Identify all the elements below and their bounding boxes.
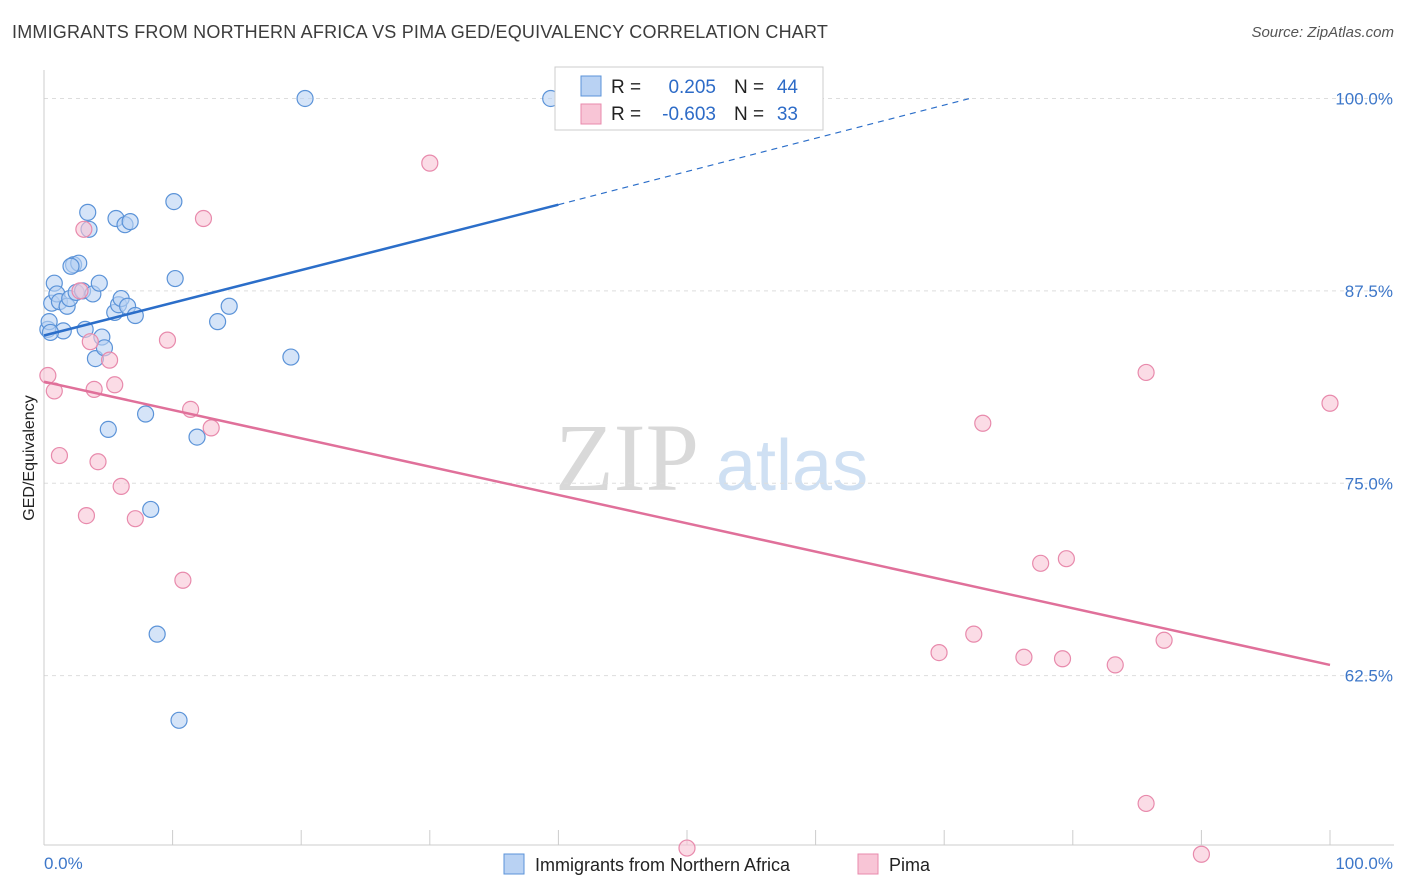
pima-point-24 xyxy=(1032,554,1050,572)
immigrants-point-40 xyxy=(296,89,314,108)
pima-point-10 xyxy=(106,376,124,394)
trend-line-immigrants xyxy=(43,203,559,337)
immigrants-point-30 xyxy=(136,405,155,423)
legend-swatch-blue xyxy=(580,75,602,97)
bottom-legend: Immigrants from Northern Africa Pima xyxy=(503,853,931,875)
pima-point-20 xyxy=(930,643,948,662)
watermark-zip: ZIP xyxy=(555,404,699,511)
pima-point-32 xyxy=(1321,394,1339,412)
trend-line-pima xyxy=(43,380,1331,667)
bottom-legend-swatch-pink xyxy=(857,853,879,875)
pima-point-21 xyxy=(965,625,983,643)
trend-line-immigrants-extension xyxy=(558,97,971,206)
immigrants-point-32 xyxy=(148,625,166,643)
watermark-atlas: atlas xyxy=(716,426,868,506)
immigrants-point-39 xyxy=(282,348,300,366)
pima-point-0 xyxy=(39,366,57,385)
pima-point-17 xyxy=(202,419,220,437)
series-immigrants-points xyxy=(39,89,560,729)
legend-r-label-2: R = xyxy=(611,104,641,125)
series-pima-points xyxy=(39,154,1339,863)
legend-r-value-2: -0.603 xyxy=(662,104,716,125)
immigrants-point-35 xyxy=(170,711,188,729)
legend-n-value-1: 44 xyxy=(777,77,799,98)
x-tick-label-min: 0.0% xyxy=(44,854,83,873)
legend-n-value-2: 33 xyxy=(777,104,798,125)
pima-point-14 xyxy=(174,571,192,589)
x-tick-label-max: 100.0% xyxy=(1335,854,1393,873)
immigrants-point-14 xyxy=(79,203,97,221)
gridlines xyxy=(44,97,1394,677)
pima-point-13 xyxy=(158,331,177,349)
immigrants-point-38 xyxy=(220,297,238,315)
pima-point-25 xyxy=(1053,650,1072,668)
pima-point-3 xyxy=(71,282,89,300)
immigrants-point-18 xyxy=(90,274,108,292)
legend-r-label-1: R = xyxy=(611,77,641,98)
y-tick-label-3: 62.5% xyxy=(1345,667,1393,686)
pima-point-27 xyxy=(1106,656,1124,674)
pima-point-30 xyxy=(1155,631,1173,649)
y-tick-label-0: 100.0% xyxy=(1335,89,1393,108)
pima-point-18 xyxy=(421,154,439,172)
pima-point-8 xyxy=(89,453,107,471)
pima-point-22 xyxy=(974,414,992,432)
trend-lines xyxy=(43,97,1331,667)
pima-point-9 xyxy=(100,351,119,369)
y-axis-title: GED/Equivalency xyxy=(21,395,38,520)
pima-point-29 xyxy=(1137,363,1155,382)
pima-point-2 xyxy=(50,446,69,465)
watermark: ZIP atlas xyxy=(555,404,868,511)
legend-r-value-1: 0.205 xyxy=(668,77,716,98)
legend-swatch-pink xyxy=(580,103,602,125)
legend-box: R = 0.205 N = 44 R = -0.603 N = 33 xyxy=(554,66,824,131)
pima-point-31 xyxy=(1192,845,1211,863)
legend-n-label-2: N = xyxy=(734,104,764,125)
chart-title: IMMIGRANTS FROM NORTHERN AFRICA VS PIMA … xyxy=(12,22,829,42)
bottom-legend-label-immigrants: Immigrants from Northern Africa xyxy=(535,855,791,875)
bottom-legend-label-pima: Pima xyxy=(889,855,931,875)
pima-point-26 xyxy=(1057,550,1075,568)
immigrants-point-31 xyxy=(142,500,160,519)
source-label: Source: ZipAtlas.com xyxy=(1251,24,1394,41)
legend-n-label-1: N = xyxy=(734,77,764,98)
immigrants-point-33 xyxy=(165,192,183,211)
immigrants-point-28 xyxy=(121,213,139,231)
immigrants-point-43 xyxy=(62,257,80,275)
pima-point-11 xyxy=(112,477,130,495)
y-tick-label-1: 87.5% xyxy=(1345,282,1393,301)
pima-point-12 xyxy=(126,510,144,528)
y-tick-labels: 100.0% 87.5% 75.0% 62.5% xyxy=(1335,89,1393,685)
pima-point-6 xyxy=(81,333,99,351)
immigrants-point-21 xyxy=(99,420,117,439)
pima-point-4 xyxy=(75,220,93,238)
pima-point-16 xyxy=(194,209,213,228)
immigrants-point-37 xyxy=(209,313,227,331)
pima-point-5 xyxy=(77,507,96,525)
y-tick-label-2: 75.0% xyxy=(1345,474,1393,493)
immigrants-point-34 xyxy=(166,269,184,288)
bottom-legend-swatch-blue xyxy=(503,853,525,875)
immigrants-point-36 xyxy=(188,428,206,446)
pima-point-23 xyxy=(1015,648,1033,666)
pima-point-19 xyxy=(678,839,696,857)
pima-point-28 xyxy=(1137,794,1155,813)
